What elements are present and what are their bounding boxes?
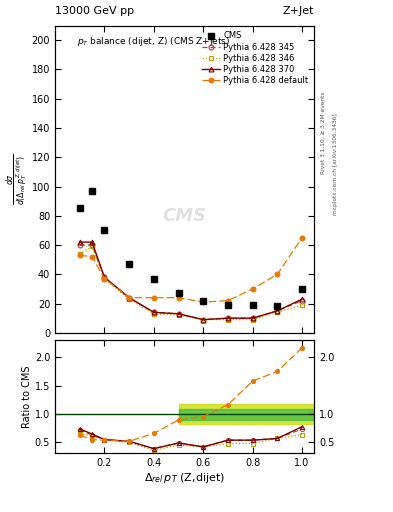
Pythia 6.428 370 (90, 239, 94, 245)
Pythia 6.428 default (300, 234, 305, 241)
Pythia 6.428 345 (151, 309, 156, 315)
Pythia 6.428 345 (275, 308, 280, 314)
CMS (300, 286, 305, 292)
Pythia 6.428 default (250, 286, 255, 292)
Pythia 6.428 370 (151, 309, 156, 315)
Pythia 6.428 345 (201, 316, 206, 323)
Line: Pythia 6.428 default: Pythia 6.428 default (77, 236, 305, 305)
CMS (77, 205, 82, 211)
Pythia 6.428 345 (77, 242, 82, 248)
CMS (90, 188, 94, 194)
Pythia 6.428 346 (201, 316, 206, 323)
Line: Pythia 6.428 345: Pythia 6.428 345 (77, 243, 305, 322)
Text: Rivet 3.1.10, ≥ 3.2M events: Rivet 3.1.10, ≥ 3.2M events (320, 92, 325, 175)
Pythia 6.428 370 (127, 294, 132, 301)
Pythia 6.428 345 (90, 242, 94, 248)
Pythia 6.428 370 (275, 308, 280, 314)
Pythia 6.428 default (226, 297, 230, 304)
Pythia 6.428 346 (300, 302, 305, 308)
Pythia 6.428 default (151, 294, 156, 301)
CMS (201, 297, 206, 304)
Pythia 6.428 346 (226, 316, 230, 323)
Pythia 6.428 345 (250, 315, 255, 321)
Text: $p_T$ balance (dijet, Z) (CMS Z+jets): $p_T$ balance (dijet, Z) (CMS Z+jets) (77, 35, 230, 48)
CMS (151, 275, 156, 282)
Pythia 6.428 default (201, 299, 206, 305)
CMS (127, 261, 132, 267)
Pythia 6.428 345 (127, 294, 132, 301)
CMS (102, 227, 107, 233)
Pythia 6.428 370 (176, 311, 181, 317)
Pythia 6.428 370 (77, 239, 82, 245)
Y-axis label: $\frac{d\sigma}{d(\Delta_{rel}\,p_T^{Z,dijet})}$: $\frac{d\sigma}{d(\Delta_{rel}\,p_T^{Z,d… (5, 154, 30, 205)
Y-axis label: Ratio to CMS: Ratio to CMS (22, 366, 32, 428)
X-axis label: $\Delta_{rel}\,p_T$ (Z,dijet): $\Delta_{rel}\,p_T$ (Z,dijet) (144, 471, 225, 485)
Pythia 6.428 346 (77, 251, 82, 257)
Pythia 6.428 346 (250, 316, 255, 323)
Pythia 6.428 345 (102, 274, 107, 280)
Pythia 6.428 default (102, 275, 107, 282)
Pythia 6.428 370 (201, 316, 206, 323)
Text: CMS: CMS (163, 207, 207, 225)
Text: 13000 GeV pp: 13000 GeV pp (55, 6, 134, 16)
CMS (250, 302, 255, 308)
Pythia 6.428 370 (250, 315, 255, 321)
Text: Z+Jet: Z+Jet (283, 6, 314, 16)
CMS (275, 304, 280, 310)
Line: Pythia 6.428 346: Pythia 6.428 346 (77, 244, 305, 322)
CMS (176, 290, 181, 296)
Pythia 6.428 346 (102, 275, 107, 282)
Line: Pythia 6.428 370: Pythia 6.428 370 (77, 240, 305, 322)
Pythia 6.428 370 (300, 296, 305, 302)
Pythia 6.428 default (176, 294, 181, 301)
Pythia 6.428 346 (176, 312, 181, 318)
Legend: CMS, Pythia 6.428 345, Pythia 6.428 346, Pythia 6.428 370, Pythia 6.428 default: CMS, Pythia 6.428 345, Pythia 6.428 346,… (198, 28, 312, 88)
Pythia 6.428 default (127, 294, 132, 301)
Pythia 6.428 346 (90, 243, 94, 249)
Line: CMS: CMS (77, 188, 305, 310)
Pythia 6.428 346 (151, 311, 156, 317)
Pythia 6.428 default (77, 252, 82, 259)
Pythia 6.428 default (275, 271, 280, 278)
Pythia 6.428 345 (300, 297, 305, 304)
Pythia 6.428 345 (226, 315, 230, 321)
Pythia 6.428 370 (226, 315, 230, 321)
Pythia 6.428 346 (127, 296, 132, 302)
Pythia 6.428 default (90, 253, 94, 260)
Text: mcplots.cern.ch [arXiv:1306.3436]: mcplots.cern.ch [arXiv:1306.3436] (333, 113, 338, 215)
Pythia 6.428 346 (275, 309, 280, 315)
Pythia 6.428 370 (102, 274, 107, 280)
CMS (226, 302, 230, 308)
Pythia 6.428 345 (176, 311, 181, 317)
